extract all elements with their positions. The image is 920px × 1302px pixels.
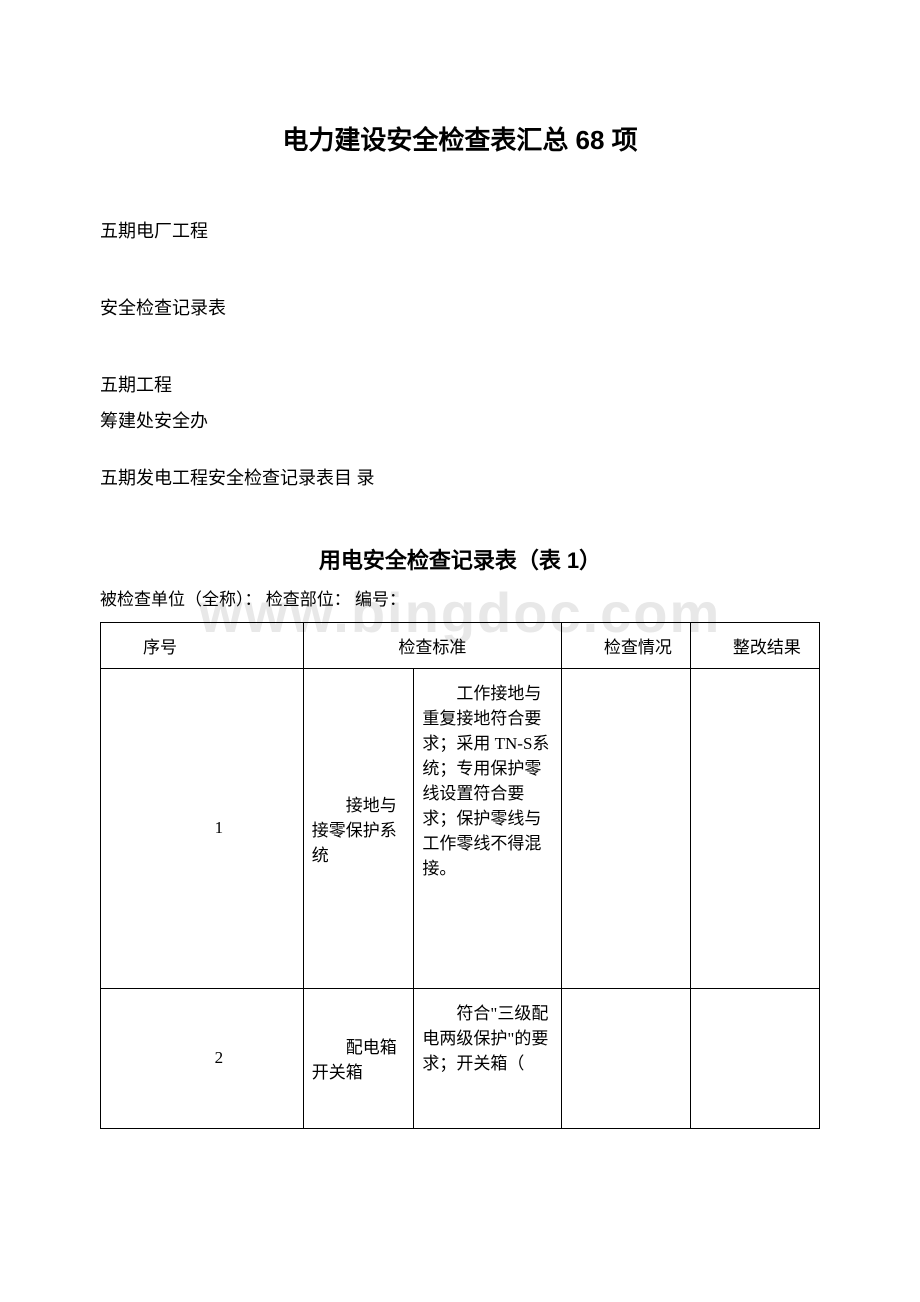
cell-detail: 工作接地与重复接地符合要求；采用 TN-S系统；专用保护零线设置符合要求；保护零… xyxy=(414,668,561,988)
cell-seq: 1 xyxy=(101,668,304,988)
cell-result xyxy=(690,988,819,1128)
document-content: 电力建设安全检查表汇总 68 项 五期电厂工程 安全检查记录表 五期工程 筹建处… xyxy=(100,120,820,1129)
record-table-label: 安全检查记录表 xyxy=(100,294,820,323)
header-seq: 序号 xyxy=(101,622,304,668)
header-result: 整改结果 xyxy=(690,622,819,668)
cell-seq: 2 xyxy=(101,988,304,1128)
cell-detail: 符合"三级配电两级保护"的要求；开关箱（ xyxy=(414,988,561,1128)
cell-check xyxy=(561,988,690,1128)
header-check: 检查情况 xyxy=(561,622,690,668)
sub-title: 用电安全检查记录表（表 1） xyxy=(100,543,820,575)
project-name: 五期电厂工程 xyxy=(100,217,820,246)
cell-category: 接地与接零保护系统 xyxy=(303,668,414,988)
table-row: 1 接地与接零保护系统 工作接地与重复接地符合要求；采用 TN-S系统；专用保护… xyxy=(101,668,820,988)
cell-result xyxy=(690,668,819,988)
phase-label: 五期工程 xyxy=(100,371,820,400)
office-label: 筹建处安全办 xyxy=(100,407,820,436)
toc-label: 五期发电工程安全检查记录表目 录 xyxy=(100,464,820,493)
main-title: 电力建设安全检查表汇总 68 项 xyxy=(100,120,820,157)
cell-check xyxy=(561,668,690,988)
cell-category: 配电箱开关箱 xyxy=(303,988,414,1128)
form-header-line: 被检查单位（全称）： 检查部位： 编号： xyxy=(100,585,820,610)
table-row: 2 配电箱开关箱 符合"三级配电两级保护"的要求；开关箱（ xyxy=(101,988,820,1128)
header-standard: 检查标准 xyxy=(303,622,561,668)
table-header-row: 序号 检查标准 检查情况 整改结果 xyxy=(101,622,820,668)
inspection-table: 序号 检查标准 检查情况 整改结果 1 接地与接零保护系统 工作接地与重复接地符… xyxy=(100,622,820,1129)
